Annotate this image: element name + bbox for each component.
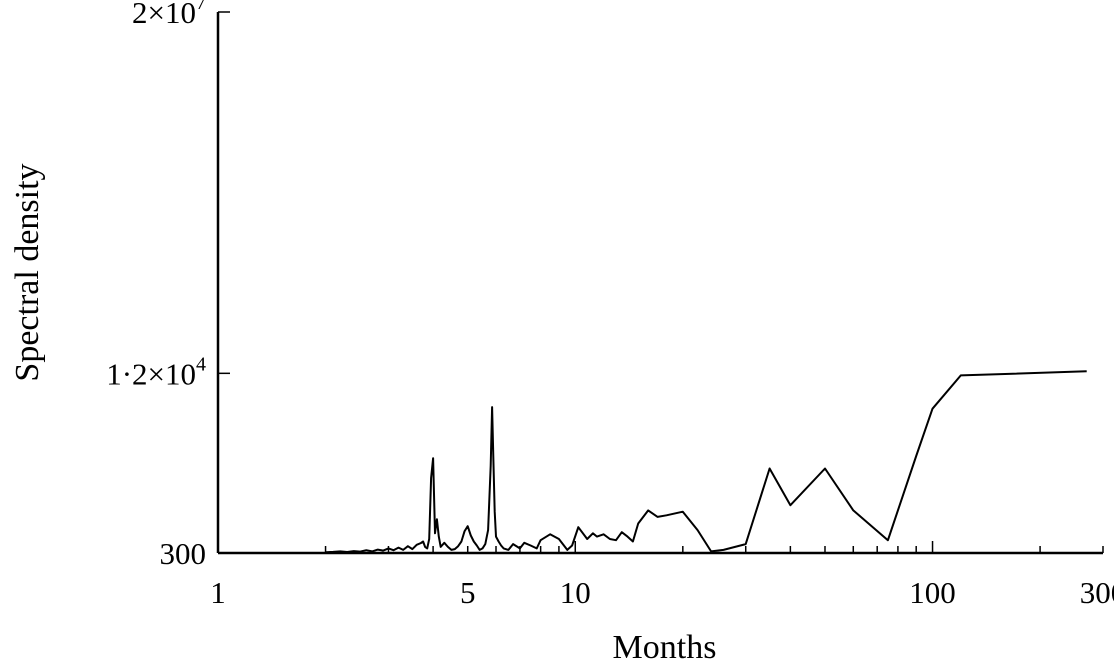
x-tick-label: 100 — [909, 575, 956, 610]
y-axis-title: Spectral density — [9, 163, 46, 381]
y-ticks: 300 1·2×104 2×107 — [106, 0, 230, 571]
x-tick-label: 10 — [560, 575, 591, 610]
x-ticks: 1 5 10 100 300 — [210, 541, 1114, 610]
y-tick-label: 1·2×104 — [106, 353, 206, 391]
y-tick-label: 300 — [160, 536, 207, 571]
x-tick-label: 300 — [1080, 575, 1114, 610]
series-line — [325, 370, 1087, 554]
x-tick-label: 1 — [210, 575, 226, 610]
y-tick-label: 2×107 — [132, 0, 206, 30]
axes — [216, 12, 1103, 555]
x-axis-title: Months — [613, 629, 717, 666]
x-tick-label: 5 — [460, 575, 476, 610]
